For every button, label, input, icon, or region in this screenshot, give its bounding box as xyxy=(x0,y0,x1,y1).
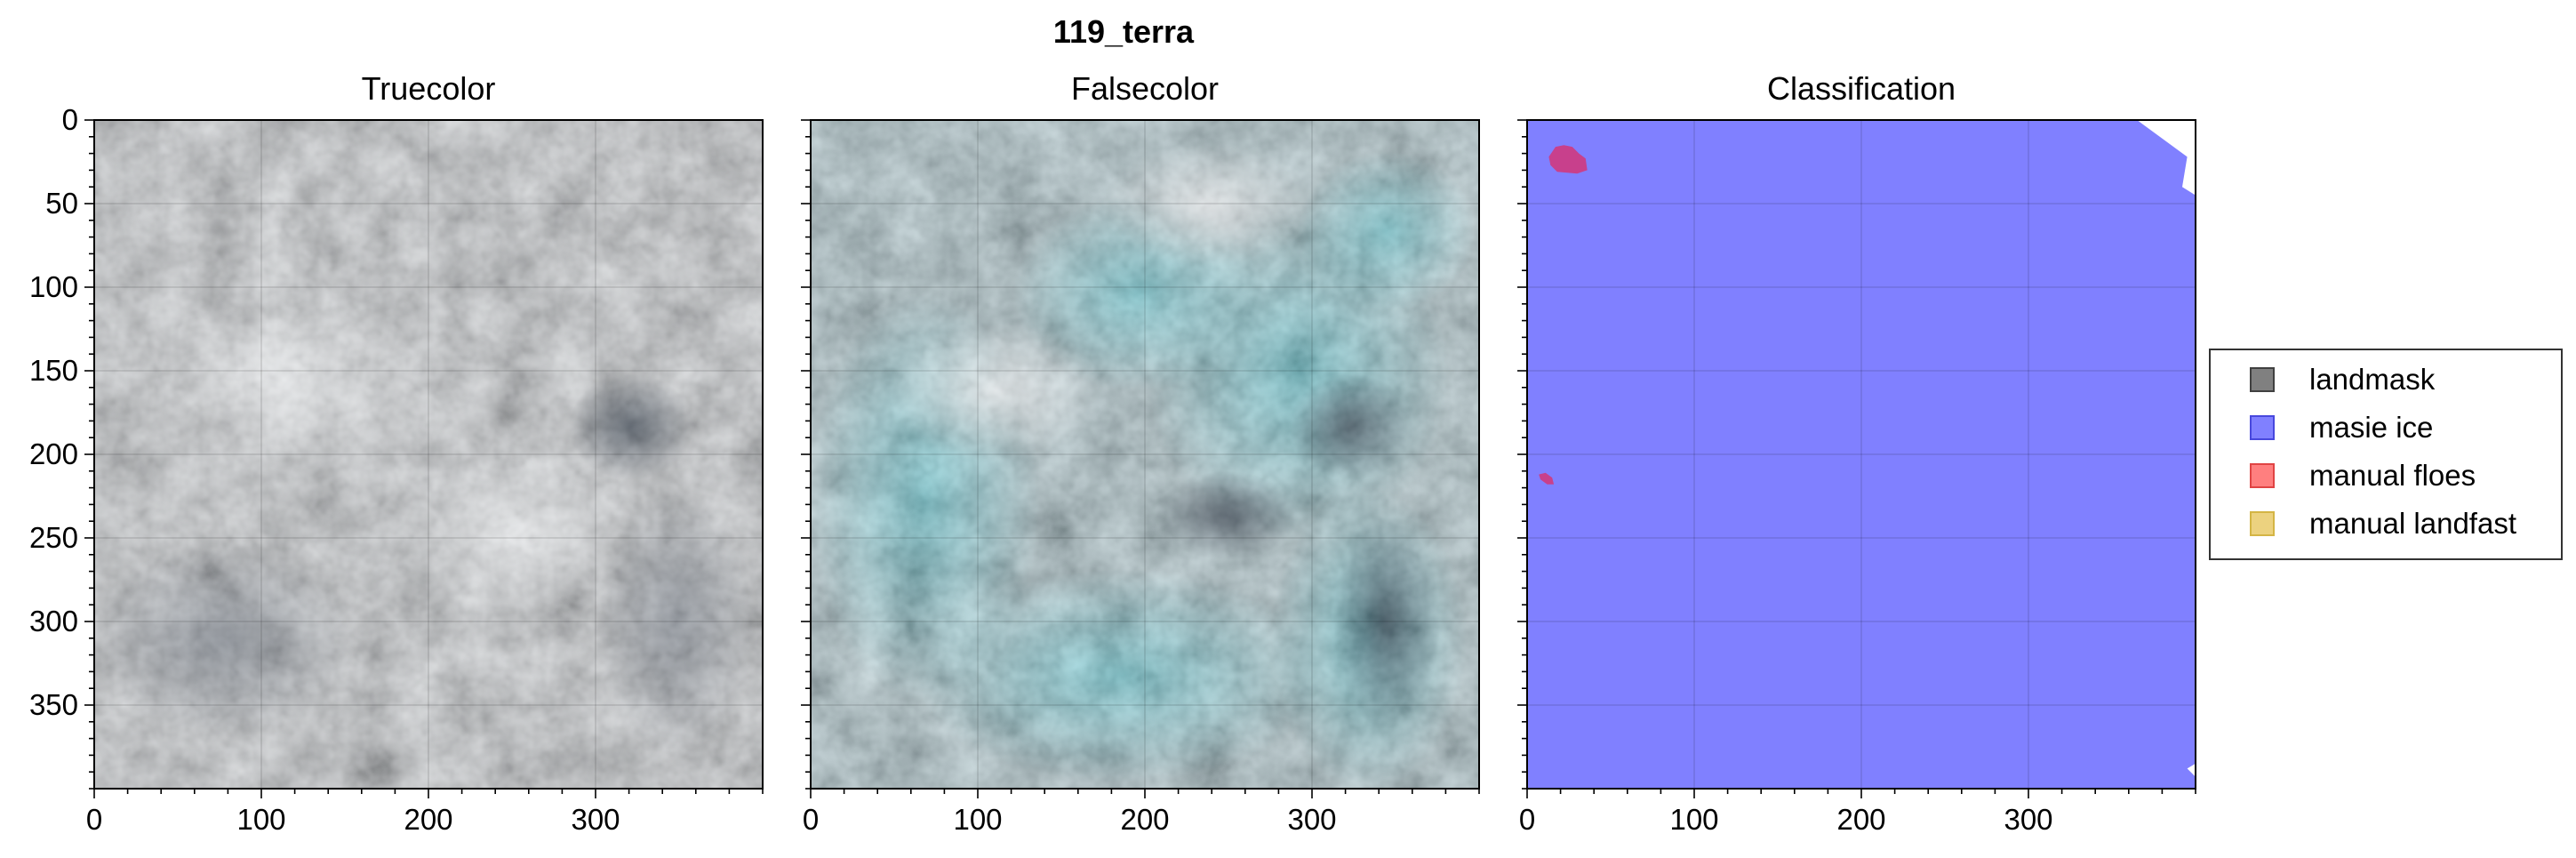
x-tick-label: 100 xyxy=(236,803,285,836)
panel-title-truecolor: Truecolor xyxy=(362,70,496,107)
panel-title-falsecolor: Falsecolor xyxy=(1071,70,1219,107)
y-tick-label: 50 xyxy=(45,187,78,220)
legend-entry-landmask: landmask xyxy=(2250,363,2436,396)
y-tick-label: 150 xyxy=(29,354,78,387)
truecolor-grid xyxy=(94,120,763,789)
x-tick-label: 300 xyxy=(1287,803,1336,836)
legend-entry-manual-landfast: manual landfast xyxy=(2250,507,2516,540)
y-tick-label: 100 xyxy=(29,270,78,303)
x-tick-label: 0 xyxy=(86,803,102,836)
x-tick-label: 0 xyxy=(803,803,819,836)
y-tick-label: 300 xyxy=(29,605,78,637)
x-tick-label: 100 xyxy=(953,803,1002,836)
region-manual-floes-1 xyxy=(1548,145,1588,174)
classification-grid xyxy=(1527,120,2196,789)
legend-swatch xyxy=(2250,463,2275,488)
region-masie-ice-0 xyxy=(1527,120,2196,789)
x-tick-label: 200 xyxy=(1120,803,1169,836)
legend-entry-masie-ice: masie ice xyxy=(2250,411,2433,444)
x-tick-label: 200 xyxy=(404,803,452,836)
truecolor-panel: Truecolor 0 100 200 300 0 50 100 150 200 250 300 35… xyxy=(29,70,764,836)
legend-swatch xyxy=(2250,367,2275,392)
figure-suptitle: 119_terra xyxy=(1053,13,1195,50)
classification-panel: Classification 0 100 200 300 xyxy=(1517,70,2196,836)
x-tick-label: 200 xyxy=(1836,803,1885,836)
y-tick-label: 200 xyxy=(29,437,78,470)
classification-regions xyxy=(1527,120,2196,789)
falsecolor-image xyxy=(809,120,1479,791)
panel-title-classification: Classification xyxy=(1767,70,1956,107)
legend-swatch xyxy=(2250,415,2275,440)
region-manual-floes-2 xyxy=(1539,472,1555,485)
falsecolor-grid xyxy=(811,120,1479,789)
y-tick-label: 350 xyxy=(29,688,78,721)
classification-axes: 0 100 200 300 xyxy=(1517,119,2196,836)
x-tick-label: 300 xyxy=(571,803,620,836)
legend-label: manual landfast xyxy=(2309,507,2516,540)
legend-label: landmask xyxy=(2309,363,2436,396)
legend: landmask masie ice manual floes manual land… xyxy=(2209,349,2563,560)
y-tick-label: 0 xyxy=(62,103,78,136)
legend-label: manual floes xyxy=(2309,459,2476,492)
x-tick-label: 300 xyxy=(2004,803,2052,836)
legend-swatch xyxy=(2250,511,2275,536)
falsecolor-panel: Falsecolor 0 100 200 300 xyxy=(801,70,1480,836)
falsecolor-axes: 0 100 200 300 xyxy=(801,119,1480,836)
x-tick-label: 0 xyxy=(1519,803,1535,836)
truecolor-image xyxy=(89,120,763,789)
legend-entry-manual-floes: manual floes xyxy=(2250,459,2476,492)
legend-label: masie ice xyxy=(2309,411,2433,444)
y-tick-label: 250 xyxy=(29,521,78,554)
x-tick-label: 100 xyxy=(1669,803,1718,836)
truecolor-axes: 0 100 200 300 0 50 100 150 200 250 300 350 xyxy=(29,103,764,836)
